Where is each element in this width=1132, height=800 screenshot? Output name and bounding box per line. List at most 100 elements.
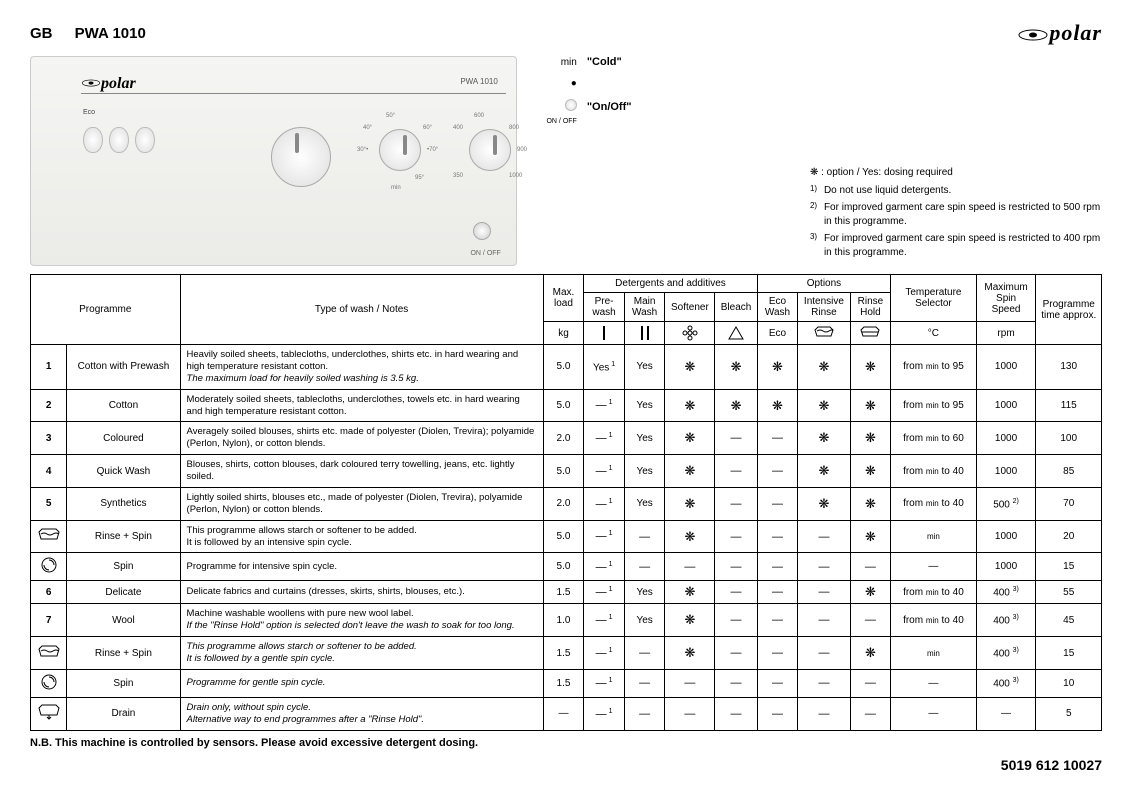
cell-rinsehold: — bbox=[850, 669, 891, 697]
cell-spin: 500 2) bbox=[976, 487, 1036, 520]
prog-notes: Averagely soiled blouses, shirts etc. ma… bbox=[180, 422, 543, 455]
prog-num bbox=[31, 697, 67, 730]
cell-rinsehold: ❋ bbox=[850, 520, 891, 553]
cell-temp: from min to 40 bbox=[891, 604, 976, 637]
prog-name: Spin bbox=[67, 553, 180, 581]
legend-min: min "Cold" bbox=[537, 56, 790, 68]
prog-num bbox=[31, 669, 67, 697]
cell-intrinse: — bbox=[798, 604, 850, 637]
hdr-softener-icon bbox=[665, 322, 715, 345]
note-1: 1)Do not use liquid detergents. bbox=[810, 184, 1102, 198]
cell-load: 2.0 bbox=[543, 422, 584, 455]
cell-intrinse: — bbox=[798, 520, 850, 553]
prog-num: 5 bbox=[31, 487, 67, 520]
cell-softener: — bbox=[665, 697, 715, 730]
cell-spin: 400 3) bbox=[976, 581, 1036, 604]
prog-num: 3 bbox=[31, 422, 67, 455]
prog-num: 7 bbox=[31, 604, 67, 637]
cell-rinsehold: — bbox=[850, 553, 891, 581]
cell-prewash: — 1 bbox=[584, 581, 625, 604]
cell-prewash: — 1 bbox=[584, 553, 625, 581]
prog-notes: Heavily soiled sheets, tablecloths, unde… bbox=[180, 345, 543, 390]
cell-eco: — bbox=[757, 487, 798, 520]
table-row: SpinProgramme for intensive spin cycle.5… bbox=[31, 553, 1102, 581]
prog-notes: Lightly soiled shirts, blouses etc., mad… bbox=[180, 487, 543, 520]
cell-eco: — bbox=[757, 669, 798, 697]
cell-bleach: — bbox=[715, 422, 757, 455]
cell-eco: ❋ bbox=[757, 345, 798, 390]
cell-spin: 1000 bbox=[976, 455, 1036, 488]
cell-prewash: — 1 bbox=[584, 697, 625, 730]
panel-divider bbox=[81, 93, 506, 94]
cell-eco: — bbox=[757, 604, 798, 637]
table-row: Rinse + SpinThis programme allows starch… bbox=[31, 520, 1102, 553]
cell-time: 70 bbox=[1036, 487, 1102, 520]
cell-spin: 1000 bbox=[976, 345, 1036, 390]
prog-num bbox=[31, 637, 67, 670]
cell-time: 10 bbox=[1036, 669, 1102, 697]
prog-name: Rinse + Spin bbox=[67, 520, 180, 553]
title-model: PWA 1010 bbox=[75, 25, 146, 42]
hdr-progtime: Programme time approx. bbox=[1036, 275, 1102, 345]
cell-load: 1.5 bbox=[543, 581, 584, 604]
table-row: 3ColouredAveragely soiled blouses, shirt… bbox=[31, 422, 1102, 455]
hdr-intrinse-icon bbox=[798, 322, 850, 345]
hdr-detergents: Detergents and additives bbox=[584, 275, 757, 293]
cell-prewash: — 1 bbox=[584, 604, 625, 637]
panel-brand: polar bbox=[81, 75, 136, 93]
hdr-rinsehold: Rinse Hold bbox=[850, 293, 891, 322]
prog-name: Cotton bbox=[67, 389, 180, 422]
hdr-prewash-icon bbox=[584, 322, 625, 345]
prog-num bbox=[31, 520, 67, 553]
cell-rinsehold: ❋ bbox=[850, 455, 891, 488]
cell-temp: min bbox=[891, 520, 976, 553]
cell-mainwash: — bbox=[624, 669, 665, 697]
prog-name: Quick Wash bbox=[67, 455, 180, 488]
title: GB PWA 1010 bbox=[30, 25, 146, 42]
hdr-kg: kg bbox=[543, 322, 584, 345]
brand-logo: polar bbox=[1017, 20, 1102, 46]
cell-rinsehold: ❋ bbox=[850, 637, 891, 670]
panel-button-3 bbox=[135, 127, 155, 153]
table-row: SpinProgramme for gentle spin cycle.1.5—… bbox=[31, 669, 1102, 697]
cell-eco: — bbox=[757, 455, 798, 488]
cell-spin: 1000 bbox=[976, 520, 1036, 553]
cell-spin: — bbox=[976, 697, 1036, 730]
prog-name: Delicate bbox=[67, 581, 180, 604]
cell-time: 20 bbox=[1036, 520, 1102, 553]
prog-num: 2 bbox=[31, 389, 67, 422]
cell-bleach: ❋ bbox=[715, 389, 757, 422]
table-row: Rinse + SpinThis programme allows starch… bbox=[31, 637, 1102, 670]
cell-mainwash: — bbox=[624, 520, 665, 553]
cell-rinsehold: ❋ bbox=[850, 389, 891, 422]
cell-eco: — bbox=[757, 581, 798, 604]
cell-mainwash: — bbox=[624, 697, 665, 730]
cell-rinsehold: — bbox=[850, 604, 891, 637]
cell-mainwash: Yes bbox=[624, 604, 665, 637]
panel-button-1 bbox=[83, 127, 103, 153]
cell-temp: — bbox=[891, 553, 976, 581]
table-row: 6DelicateDelicate fabrics and curtains (… bbox=[31, 581, 1102, 604]
cell-mainwash: — bbox=[624, 637, 665, 670]
cell-time: 15 bbox=[1036, 637, 1102, 670]
cell-softener: ❋ bbox=[665, 604, 715, 637]
cell-softener: ❋ bbox=[665, 389, 715, 422]
cell-prewash: — 1 bbox=[584, 637, 625, 670]
prog-notes: Drain only, without spin cycle.Alternati… bbox=[180, 697, 543, 730]
cell-eco: — bbox=[757, 697, 798, 730]
cell-rinsehold: ❋ bbox=[850, 581, 891, 604]
cell-time: 85 bbox=[1036, 455, 1102, 488]
table-row: 2CottonModerately soiled sheets, tablecl… bbox=[31, 389, 1102, 422]
cell-prewash: — 1 bbox=[584, 389, 625, 422]
cell-eco: ❋ bbox=[757, 389, 798, 422]
cell-load: 1.5 bbox=[543, 637, 584, 670]
hdr-temp: Temperature Selector bbox=[891, 275, 976, 322]
cell-intrinse: ❋ bbox=[798, 389, 850, 422]
hdr-rpm: rpm bbox=[976, 322, 1036, 345]
cell-load: 2.0 bbox=[543, 487, 584, 520]
hdr-maxload: Max. load bbox=[543, 275, 584, 322]
cell-prewash: — 1 bbox=[584, 422, 625, 455]
cell-spin: 1000 bbox=[976, 389, 1036, 422]
cell-bleach: — bbox=[715, 697, 757, 730]
cell-bleach: — bbox=[715, 669, 757, 697]
